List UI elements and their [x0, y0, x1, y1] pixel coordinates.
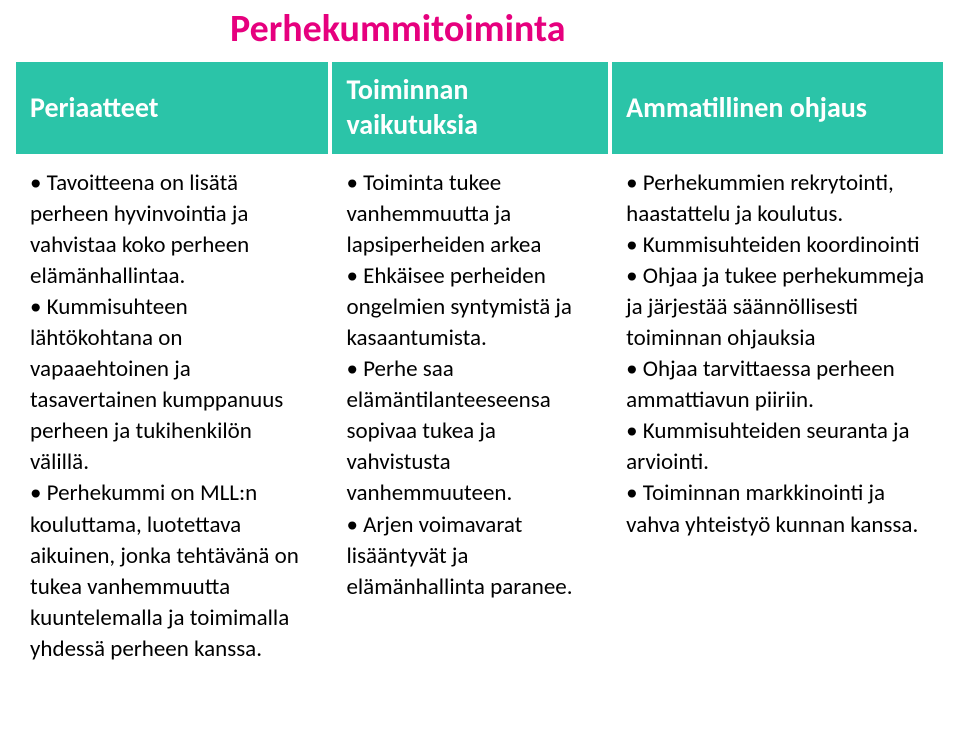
- slide: Perhekummitoiminta Periaatteet Toiminnan…: [0, 0, 959, 677]
- content-table: Periaatteet Toiminnan vaikutuksia Ammati…: [12, 62, 947, 665]
- slide-title: Perhekummitoiminta: [12, 0, 947, 62]
- header-cell-guidance: Ammatillinen ohjaus: [612, 62, 943, 154]
- body-cell-guidance: • Perhekummien rekrytointi, haastattelu …: [612, 154, 943, 665]
- body-cell-principles: • Tavoitteena on lisätä perheen hyvinvoi…: [16, 154, 328, 665]
- header-cell-principles: Periaatteet: [16, 62, 328, 154]
- body-cell-effects: • Toiminta tukee vanhemmuutta ja lapsipe…: [332, 154, 608, 665]
- header-row: Periaatteet Toiminnan vaikutuksia Ammati…: [16, 62, 943, 154]
- header-cell-effects: Toiminnan vaikutuksia: [332, 62, 608, 154]
- body-row: • Tavoitteena on lisätä perheen hyvinvoi…: [16, 154, 943, 665]
